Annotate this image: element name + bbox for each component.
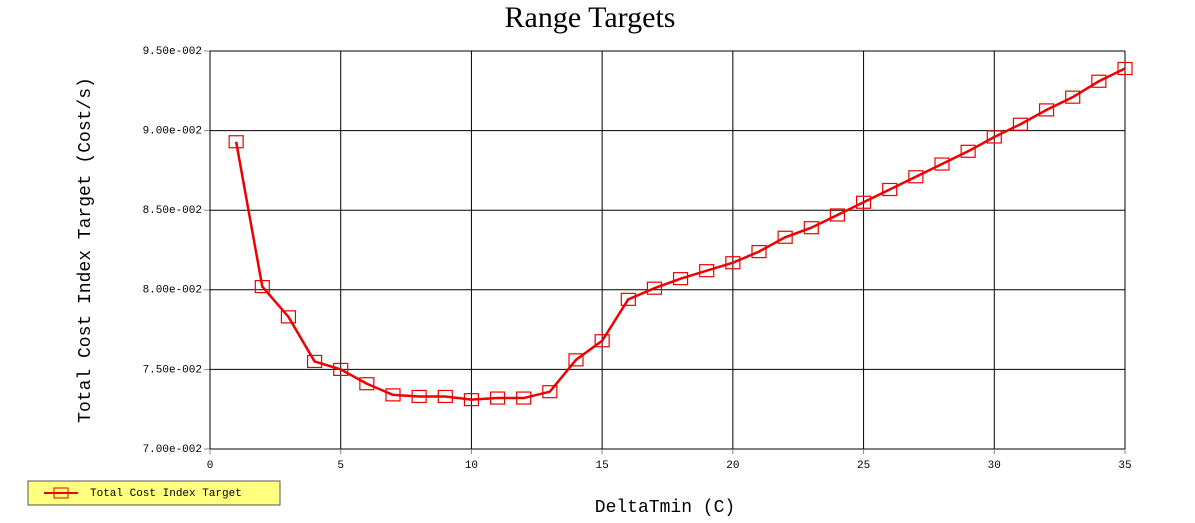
marker <box>882 182 898 197</box>
legend-marker <box>53 487 69 499</box>
marker <box>489 391 506 405</box>
marker <box>908 170 924 184</box>
x-tick-label: 10 <box>465 460 478 472</box>
marker <box>672 272 689 286</box>
marker <box>1012 117 1029 131</box>
x-tick-label: 15 <box>596 460 609 472</box>
marker <box>1117 61 1133 76</box>
marker <box>228 135 244 149</box>
marker <box>280 310 297 324</box>
y-tick-label: 9.00e-002 <box>143 126 202 138</box>
marker <box>411 389 427 404</box>
x-tick-label: 20 <box>726 460 739 472</box>
marker <box>620 292 636 306</box>
marker <box>934 157 950 171</box>
y-tick-label: 7.00e-002 <box>143 444 202 456</box>
marker <box>777 230 793 244</box>
marker <box>542 385 558 399</box>
marker <box>725 256 741 270</box>
marker <box>333 362 349 376</box>
marker <box>385 388 401 402</box>
marker <box>306 354 323 369</box>
line <box>234 67 1126 401</box>
marker <box>594 334 610 348</box>
marker <box>751 244 767 259</box>
y-axis-label: Total Cost Index Target (Cost/s) <box>76 77 96 423</box>
marker <box>855 195 872 209</box>
legend-label: Total Cost Index Target <box>90 488 242 500</box>
marker <box>699 264 715 278</box>
x-tick-label: 35 <box>1118 460 1131 472</box>
x-tick-label: 5 <box>337 460 344 472</box>
y-tick-label: 7.50e-002 <box>143 364 202 376</box>
marker <box>1038 103 1055 117</box>
x-axis-label: DeltaTmin (C) <box>595 498 735 518</box>
marker <box>960 144 976 158</box>
marker <box>463 393 480 407</box>
x-tick-label: 25 <box>857 460 870 472</box>
marker <box>568 353 584 367</box>
y-tick-label: 8.50e-002 <box>143 205 202 217</box>
x-tick-label: 30 <box>988 460 1001 472</box>
marker <box>516 391 532 405</box>
marker <box>1091 74 1107 88</box>
marker <box>803 221 819 235</box>
y-tick-label: 9.50e-002 <box>143 46 202 58</box>
marker <box>829 208 846 222</box>
marker <box>254 280 270 294</box>
marker <box>1065 90 1081 104</box>
marker <box>646 281 663 295</box>
x-tick-label: 0 <box>207 460 214 472</box>
y-tick-label: 8.00e-002 <box>143 285 202 297</box>
marker <box>437 389 453 404</box>
plot-area <box>209 50 1126 450</box>
chart-title: Range Targets <box>505 1 676 34</box>
marker <box>359 377 375 391</box>
marker <box>986 130 1002 144</box>
